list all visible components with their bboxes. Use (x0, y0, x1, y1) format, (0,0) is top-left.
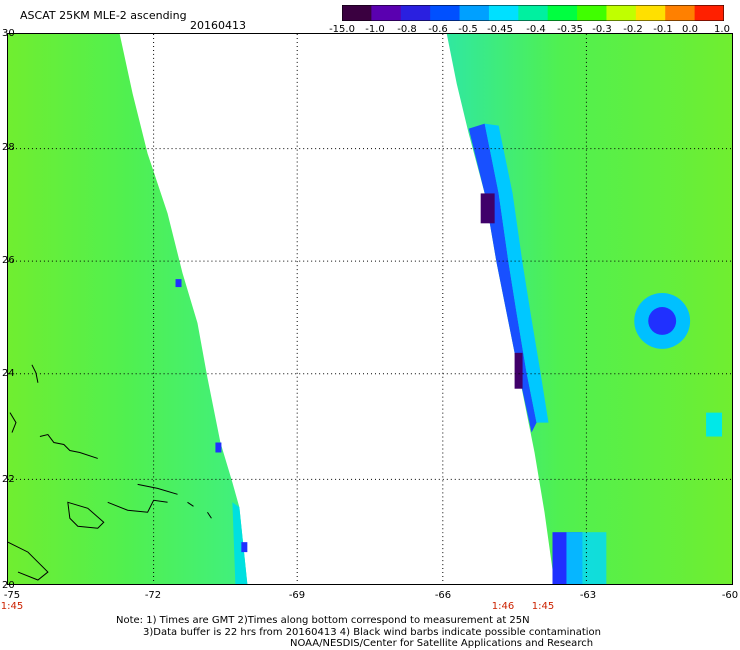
lat-label: 24 (2, 368, 15, 379)
color-bar-label: -0.35 (557, 24, 583, 35)
color-bar-label: -0.6 (428, 24, 448, 35)
color-bar-cell (665, 5, 696, 21)
swath-left (8, 34, 248, 584)
lon-label: -72 (144, 590, 162, 601)
color-bar-label: -0.1 (653, 24, 673, 35)
product-date: 20160413 (190, 19, 246, 32)
color-bar-label: 1.0 (714, 24, 730, 35)
swath-left-blue-pixel (215, 442, 222, 453)
note-line-2: 3)Data buffer is 22 hrs from 20160413 4)… (143, 627, 601, 638)
swath-left-blue-pixel (175, 279, 182, 288)
lat-label: 22 (2, 474, 15, 485)
lon-label: -75 (3, 590, 21, 601)
coastline (8, 364, 212, 581)
lat-label: 30 (2, 28, 15, 39)
color-bar-label: -0.2 (623, 24, 643, 35)
lon-label: -69 (288, 590, 306, 601)
time-label: 1:45 (0, 601, 24, 612)
color-bar-cell (342, 5, 372, 21)
color-bar-cell (518, 5, 549, 21)
swath-right-purple-pixel (514, 352, 523, 389)
color-bar-label: -0.4 (526, 24, 546, 35)
color-bar-label: -0.8 (397, 24, 417, 35)
color-bar-label: -15.0 (329, 24, 355, 35)
color-bar-cell (606, 5, 637, 21)
low-wind-feature-core (648, 307, 677, 335)
lat-label: 26 (2, 255, 15, 266)
color-bar-labels: -15.0 -1.0 -0.8 -0.6 -0.5 -0.45 -0.4 -0.… (329, 24, 740, 36)
product-title: ASCAT 25KM MLE-2 ascending (20, 9, 187, 22)
color-bar-cell (547, 5, 578, 21)
time-label: 1:45 (531, 601, 555, 612)
color-bar (342, 5, 724, 21)
color-bar-cell (635, 5, 666, 21)
color-bar-label: 0.0 (682, 24, 698, 35)
swath-right-cyan-patch (706, 412, 723, 437)
color-bar-label: -0.45 (487, 24, 513, 35)
lon-label: -66 (434, 590, 452, 601)
lon-label: -63 (579, 590, 597, 601)
color-bar-cell (400, 5, 431, 21)
lon-label: -60 (721, 590, 739, 601)
swath-right-edge-cyan (484, 123, 549, 423)
color-bar-label: -0.3 (592, 24, 612, 35)
color-bar-cell (577, 5, 607, 21)
note-line-3: NOAA/NESDIS/Center for Satellite Applica… (290, 638, 594, 649)
color-bar-cell (459, 5, 490, 21)
color-bar-label: -1.0 (365, 24, 385, 35)
map-panel (7, 33, 733, 585)
color-bar-cell (694, 5, 724, 21)
swath-left-blue-pixel (241, 542, 248, 553)
color-bar-cell (488, 5, 519, 21)
color-bar-label: -0.5 (458, 24, 478, 35)
note-line-1: Note: 1) Times are GMT 2)Times along bot… (116, 615, 530, 626)
lat-label: 20 (2, 580, 15, 591)
color-bar-cell (430, 5, 461, 21)
swath-right-purple-pixel (480, 193, 495, 224)
time-label: 1:46 (491, 601, 515, 612)
lat-label: 28 (2, 142, 15, 153)
swath-right (446, 34, 732, 584)
swath-left-edge (232, 502, 248, 584)
color-bar-cell (371, 5, 402, 21)
